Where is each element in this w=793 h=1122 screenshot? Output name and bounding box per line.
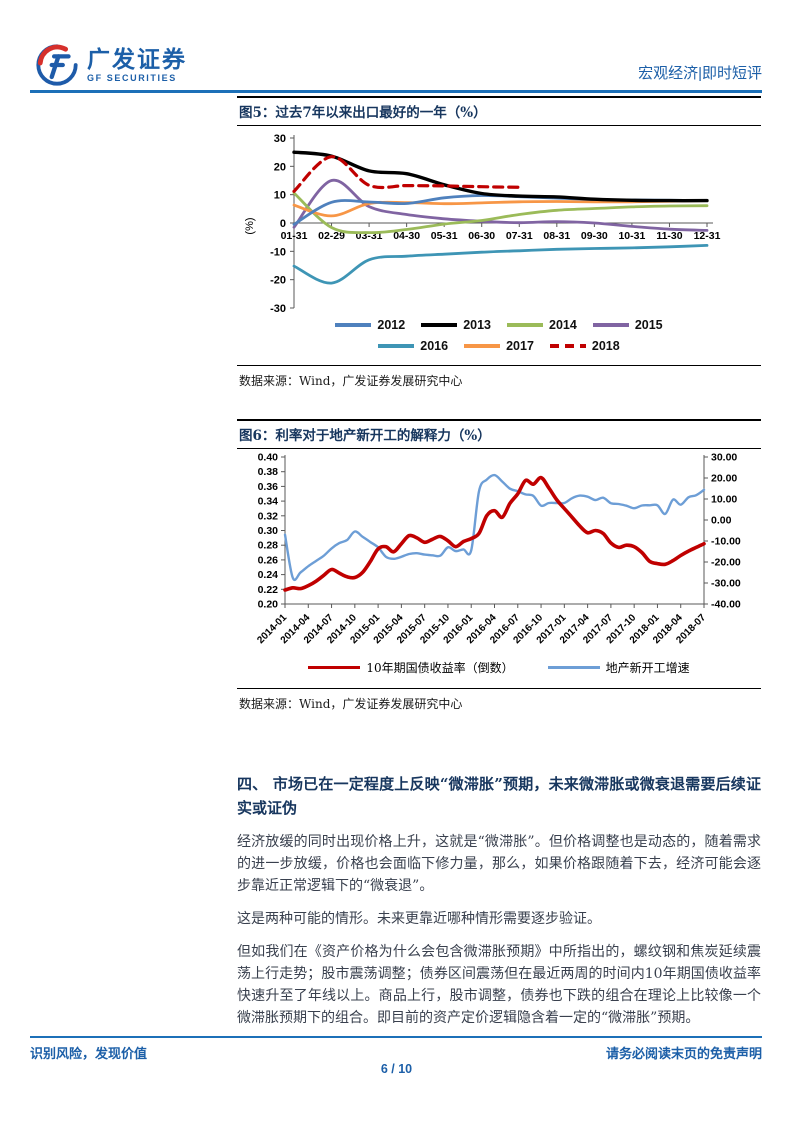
gf-logo-icon [36, 44, 78, 86]
svg-text:0.34: 0.34 [258, 496, 279, 508]
svg-text:08-31: 08-31 [543, 230, 570, 242]
svg-text:06-30: 06-30 [468, 230, 495, 242]
svg-text:05-31: 05-31 [431, 230, 458, 242]
legend-item: 地产新开工增速 [547, 659, 690, 676]
svg-text:02-29: 02-29 [318, 230, 345, 242]
legend-label: 2014 [549, 318, 577, 332]
legend-label: 2015 [634, 318, 663, 332]
svg-text:20.00: 20.00 [711, 473, 737, 485]
legend-label: 2012 [377, 318, 406, 332]
legend-row: 2016 2017 2018 [378, 339, 620, 353]
svg-text:-20.00: -20.00 [711, 557, 741, 569]
page-header: 广发证券 GF SECURITIES 宏观经济|即时短评 [30, 40, 762, 93]
svg-text:20: 20 [274, 161, 286, 173]
content-column: 图5：过去7年以来出口最好的一年（%） 30 20 10 0 -10 -20 -30 01-3… [237, 96, 761, 1029]
legend-swatch-line [421, 323, 458, 327]
svg-text:30.00: 30.00 [711, 452, 737, 464]
logo-name-cn: 广发证券 [87, 45, 187, 72]
svg-text:0.26: 0.26 [258, 554, 279, 566]
svg-text:0.36: 0.36 [258, 481, 279, 493]
figure6-chart: 0.40 0.38 0.36 0.34 0.32 0.30 0.28 0.26 0.24 0.22… [255, 452, 741, 647]
figure5-block: 图5：过去7年以来出口最好的一年（%） 30 20 10 0 -10 -20 -30 01-3… [237, 96, 761, 391]
svg-text:07-31: 07-31 [506, 230, 533, 242]
svg-text:0.30: 0.30 [258, 525, 279, 537]
logo-text: 广发证券 GF SECURITIES [87, 45, 187, 83]
legend-swatch-line [464, 344, 501, 348]
legend-swatch-line [547, 665, 600, 670]
svg-text:10: 10 [274, 190, 286, 202]
legend-swatch-line [378, 344, 415, 348]
report-category: 宏观经济|即时短评 [638, 65, 762, 82]
legend-swatch-dashed [549, 344, 586, 348]
svg-text:10-31: 10-31 [618, 230, 645, 242]
legend-item: 2018 [549, 339, 620, 353]
svg-text:0.22: 0.22 [258, 584, 279, 596]
legend-item: 2013 [421, 318, 491, 332]
svg-text:11-30: 11-30 [656, 230, 682, 242]
svg-text:-40.00: -40.00 [711, 599, 741, 611]
legend-swatch-line [308, 665, 361, 670]
section-heading: 四、 市场已在一定程度上反映“微滞胀”预期，未来微滞胀或微衰退需要后续证实或证伪 [237, 775, 761, 817]
paragraph-3: 但如我们在《资产价格为什么会包含微滞胀预期》中所指出的，螺纹钢和焦炭延续震荡上行… [237, 944, 761, 1026]
svg-text:-10.00: -10.00 [711, 536, 741, 548]
page-footer: 识别风险，发现价值 请务必阅读末页的免责声明 [30, 1036, 762, 1062]
legend-label: 地产新开工增速 [605, 661, 690, 675]
figure6-title: 图6：利率对于地产新开工的解释力（%） [237, 419, 761, 449]
logo-name-en: GF SECURITIES [87, 72, 177, 83]
legend-item: 10年期国债收益率（倒数） [308, 659, 514, 676]
legend-item: 2014 [507, 318, 577, 332]
svg-text:0.38: 0.38 [258, 466, 279, 478]
paragraph-1: 经济放缓的同时出现价格上升，这就是“微滞胀”。但价格调整也是动态的，随着需求的进… [237, 834, 761, 894]
figure5-source: 数据来源：Wind，广发证券发展研究中心 [237, 365, 761, 391]
legend-label: 2017 [506, 339, 534, 353]
svg-text:-30: -30 [270, 303, 286, 315]
svg-text:12-31: 12-31 [694, 230, 721, 242]
legend-swatch-line [507, 323, 543, 327]
footer-disclaimer: 请务必阅读末页的免责声明 [605, 1046, 762, 1061]
svg-text:(%): (%) [244, 217, 256, 234]
svg-text:0.40: 0.40 [258, 452, 279, 464]
legend-swatch-line [335, 323, 372, 327]
figure6-block: 图6：利率对于地产新开工的解释力（%） 0.40 0.38 0.36 0.34 0.32… [237, 419, 761, 714]
footer-slogan: 识别风险，发现价值 [30, 1046, 148, 1061]
svg-text:0.24: 0.24 [258, 569, 279, 581]
svg-text:0.20: 0.20 [258, 599, 279, 611]
legend-label: 10年期国债收益率（倒数） [366, 661, 514, 675]
figure6-legend: 10年期国债收益率（倒数） 地产新开工增速 [237, 659, 761, 676]
legend-label: 2013 [463, 318, 491, 332]
svg-text:0: 0 [280, 218, 286, 230]
svg-text:-20: -20 [270, 275, 286, 287]
svg-text:-10: -10 [270, 246, 286, 258]
legend-item: 2015 [592, 318, 663, 332]
figure6-source: 数据来源：Wind，广发证券发展研究中心 [237, 688, 761, 714]
legend-swatch-line [592, 323, 629, 327]
legend-label: 2018 [591, 339, 620, 353]
figure5-legend: 2012 2013 2014 2015 2016 2017 2018 [237, 318, 761, 353]
svg-text:-30.00: -30.00 [711, 578, 741, 590]
svg-text:04-30: 04-30 [393, 230, 420, 242]
legend-item: 2016 [378, 339, 448, 353]
legend-row: 2012 2013 2014 2015 [335, 318, 663, 332]
svg-text:09-30: 09-30 [581, 230, 608, 242]
legend-label: 2016 [420, 339, 449, 353]
page-number: 6 / 10 [380, 1062, 413, 1076]
svg-text:0.32: 0.32 [258, 510, 279, 522]
legend-item: 2012 [335, 318, 405, 332]
svg-text:01-31: 01-31 [281, 230, 308, 242]
svg-text:10.00: 10.00 [711, 494, 737, 506]
legend-item: 2017 [464, 339, 534, 353]
svg-text:0.00: 0.00 [711, 515, 732, 527]
svg-text:30: 30 [274, 133, 286, 145]
svg-text:0.28: 0.28 [258, 540, 279, 552]
paragraph-2: 这是两种可能的情形。未来更靠近哪种情形需要逐步验证。 [237, 911, 601, 927]
gf-securities-logo: 广发证券 GF SECURITIES [34, 42, 187, 90]
figure5-title: 图5：过去7年以来出口最好的一年（%） [237, 96, 761, 126]
